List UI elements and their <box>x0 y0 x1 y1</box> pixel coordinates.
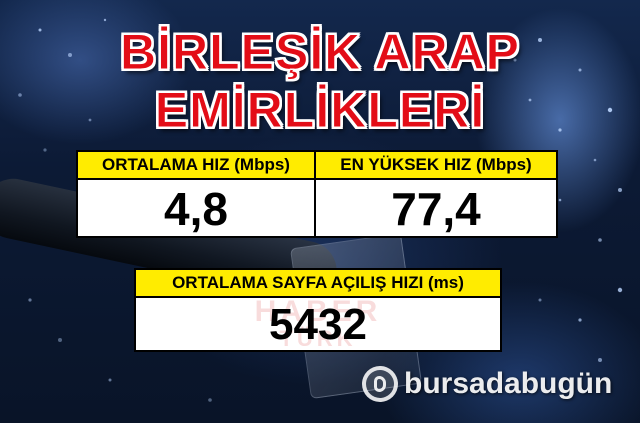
haberturk-watermark: HABER TÜRK <box>136 295 500 352</box>
title-line-2: EMİRLİKLERİ <box>154 82 486 138</box>
avg-speed-box: ORTALAMA HIZ (Mbps) 4,8 <box>76 150 316 238</box>
max-speed-value: 77,4 <box>391 183 481 235</box>
watermark-line-1: HABER <box>254 295 382 328</box>
page-load-box: ORTALAMA SAYFA AÇILIŞ HIZI (ms) HABER TÜ… <box>134 268 502 352</box>
max-speed-box: EN YÜKSEK HIZ (Mbps) 77,4 <box>314 150 558 238</box>
bursadabugun-logo: bursadabugün <box>362 362 612 406</box>
avg-speed-label: ORTALAMA HIZ (Mbps) <box>78 152 314 180</box>
avg-speed-value: 4,8 <box>164 183 228 235</box>
b-circle-icon <box>362 366 398 402</box>
logo-text: bursadabugün <box>404 367 613 400</box>
page-load-label: ORTALAMA SAYFA AÇILIŞ HIZI (ms) <box>136 270 500 298</box>
max-speed-label: EN YÜKSEK HIZ (Mbps) <box>316 152 556 180</box>
title-line-1: BİRLEŞİK ARAP <box>119 24 521 80</box>
page-load-value-area: HABER TÜRK 5432 <box>136 295 500 352</box>
page-load-value: 5432 <box>269 300 367 349</box>
watermark-line-2: TÜRK <box>279 326 357 351</box>
